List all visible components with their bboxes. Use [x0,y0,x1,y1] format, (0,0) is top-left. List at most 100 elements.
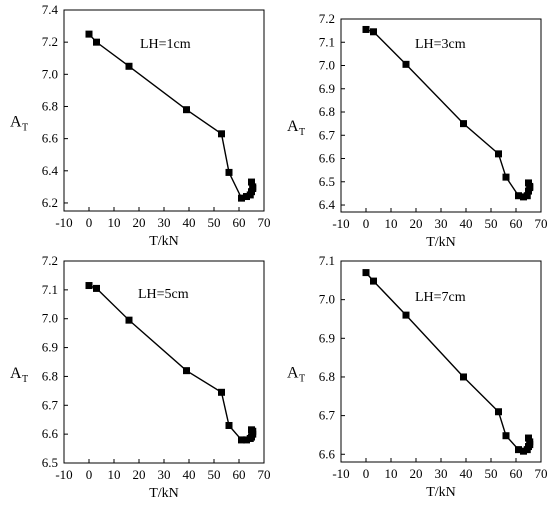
x-tick-label: 10 [108,467,121,482]
x-tick-label: 10 [385,466,398,481]
y-tick-label: 7.1 [319,34,335,49]
y-tick-label: 6.8 [42,368,58,383]
panel-annotation: LH=3cm [415,37,466,52]
y-tick-label: 6.5 [42,455,58,470]
x-tick-label: 50 [485,216,498,231]
y-axis-label-subscript: T [299,374,305,385]
x-tick-label: 50 [485,466,498,481]
x-tick-label: 60 [233,215,246,230]
data-point [520,447,527,455]
y-tick-label: 6.6 [319,446,336,461]
y-tick-label: 7.1 [319,253,335,268]
x-tick-label: 60 [510,216,523,231]
data-point [502,432,510,440]
x-axis-label: T/kN [426,485,456,500]
y-tick-label: 6.8 [319,104,335,119]
x-tick-label: 20 [133,467,146,482]
data-point [495,150,502,158]
x-tick-label: 40 [183,215,196,230]
data-point [370,277,377,285]
data-point [183,367,190,375]
data-point [525,179,532,187]
y-tick-label: 6.7 [319,408,336,423]
x-tick-label: 60 [510,466,523,481]
data-point [402,60,410,68]
data-point [93,284,100,292]
x-tick-label: 0 [363,216,370,231]
data-point [85,282,93,290]
y-tick-label: 6.8 [319,369,335,384]
x-tick-label: 10 [108,215,121,230]
data-point [183,106,190,114]
data-point [515,446,522,454]
data-point [525,434,532,442]
data-point [520,193,527,201]
data-point [460,373,467,381]
y-axis-label: A [10,114,22,131]
x-tick-label: 0 [86,467,93,482]
y-tick-label: 7.1 [42,282,58,297]
x-tick-label: 0 [86,215,93,230]
y-tick-label: 6.9 [42,340,58,355]
y-tick-label: 7.0 [42,66,58,81]
data-point [362,269,370,277]
y-tick-label: 6.4 [42,163,59,178]
y-tick-label: 7.4 [42,2,59,17]
data-point [238,194,245,202]
x-tick-label: 20 [133,215,146,230]
y-tick-label: 6.9 [319,81,335,96]
data-point [460,120,467,128]
y-tick-label: 7.0 [319,292,335,307]
y-axis-label-subscript: T [22,123,28,134]
y-tick-label: 7.2 [319,11,335,26]
y-tick-label: 6.6 [42,426,59,441]
x-tick-label: 30 [435,216,448,231]
y-axis-label: A [287,118,299,135]
x-tick-label: 40 [460,216,473,231]
chart-panel-1: -10 0 10 20 30 40 50 60 70 6.2 6.4 6.6 6.8 7.0 7.2 7.4 T… [10,2,271,249]
x-tick-label: -10 [332,216,349,231]
data-point [248,426,255,434]
x-tick-label: 30 [435,466,448,481]
x-tick-label: 0 [363,466,370,481]
panel-annotation: LH=5cm [138,287,189,302]
data-point [523,192,531,200]
data-point [370,28,377,36]
data-point [402,311,410,319]
x-tick-label: 30 [158,467,171,482]
x-tick-label: 50 [208,215,221,230]
x-axis-label: T/kN [149,486,179,501]
y-axis-label-subscript: T [22,374,28,385]
y-tick-label: 7.2 [42,34,58,49]
data-point [93,38,100,46]
chart-panel-3: -10 0 10 20 30 40 50 60 70 6.5 6.6 6.7 6.8 6.9 7.0 7.1 7… [10,253,271,501]
data-point [243,436,250,444]
y-tick-label: 6.6 [42,131,59,146]
data-point [238,436,245,444]
data-point [248,178,255,186]
x-tick-label: 50 [208,467,221,482]
x-tick-label: -10 [55,467,72,482]
x-tick-label: 60 [233,467,246,482]
x-tick-label: 30 [158,215,171,230]
data-point [85,30,93,38]
panel-annotation: LH=1cm [140,37,191,52]
y-tick-label: 6.2 [42,195,58,210]
chart-panel-4: -10 0 10 20 30 40 50 60 70 6.6 6.7 6.8 6.9 7.0 7.1 T/kN… [287,253,548,500]
y-tick-label: 6.9 [319,330,335,345]
y-tick-label: 6.7 [42,397,59,412]
y-axis-label-subscript: T [299,127,305,138]
y-tick-label: 6.6 [319,151,336,166]
x-tick-label: 20 [410,216,423,231]
data-point [225,421,233,429]
x-tick-label: 40 [183,467,196,482]
x-tick-label: 20 [410,466,423,481]
y-tick-label: 6.5 [319,174,335,189]
x-tick-label: -10 [332,466,349,481]
data-point [243,193,250,201]
y-tick-label: 6.8 [42,98,58,113]
x-tick-label: 70 [535,216,548,231]
data-point [218,130,225,138]
